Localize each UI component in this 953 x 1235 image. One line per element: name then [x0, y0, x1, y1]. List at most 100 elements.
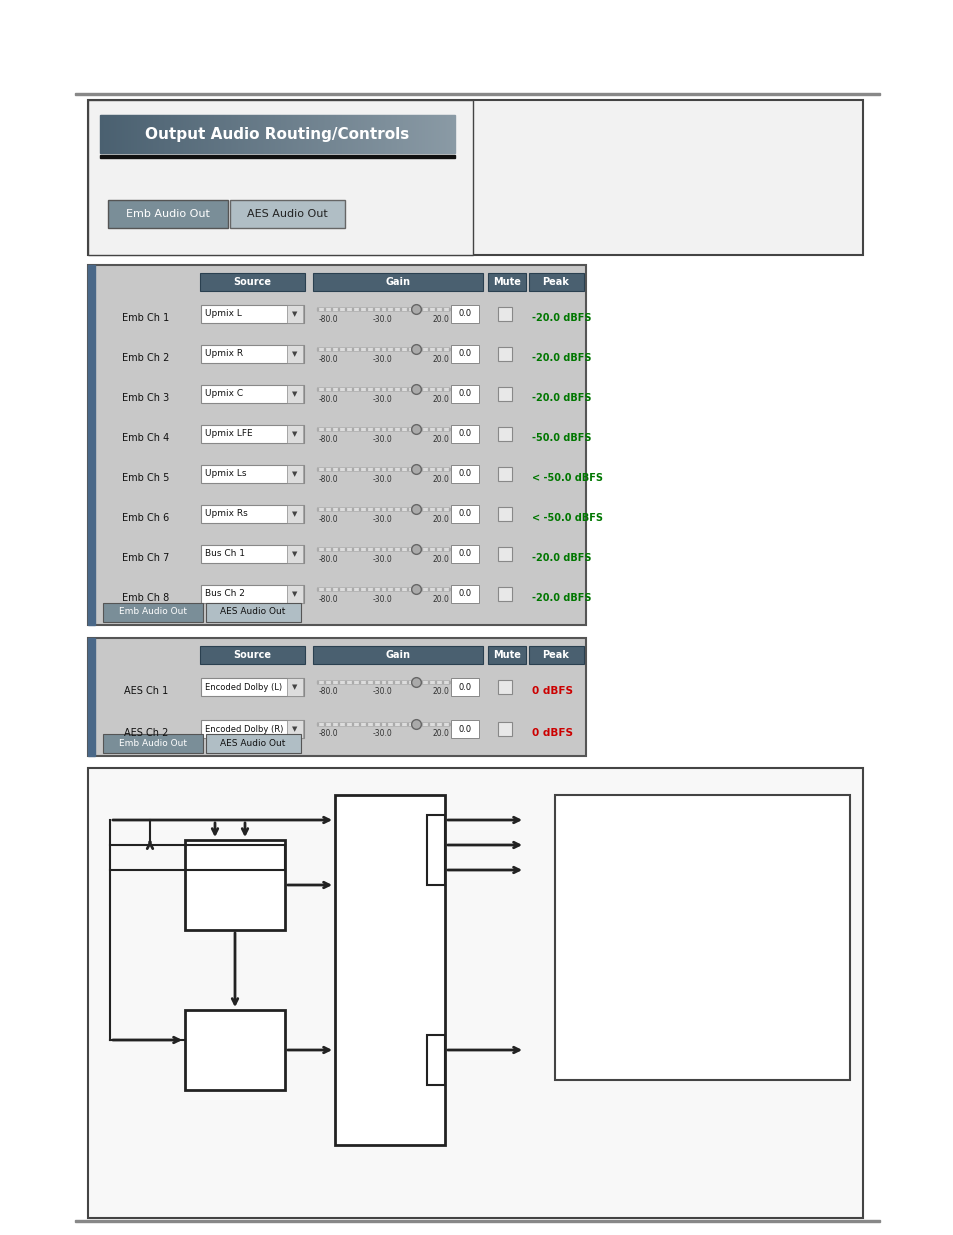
- Bar: [373, 722, 374, 725]
- Bar: [451, 345, 478, 363]
- Bar: [316, 548, 317, 550]
- Bar: [344, 468, 345, 471]
- Bar: [435, 508, 436, 510]
- Text: -20.0 dBFS: -20.0 dBFS: [532, 393, 591, 403]
- Bar: [389, 115, 390, 153]
- Bar: [213, 115, 214, 153]
- Bar: [423, 115, 424, 153]
- Bar: [316, 680, 317, 683]
- Bar: [358, 680, 359, 683]
- Bar: [414, 388, 415, 390]
- Text: 20.0: 20.0: [432, 594, 449, 604]
- Bar: [400, 548, 401, 550]
- Text: Peak: Peak: [542, 650, 569, 659]
- Bar: [171, 115, 172, 153]
- Bar: [254, 115, 255, 153]
- Text: Emb Audio Out: Emb Audio Out: [119, 608, 187, 616]
- Bar: [315, 115, 316, 153]
- Bar: [161, 115, 162, 153]
- Bar: [454, 115, 455, 153]
- Bar: [449, 429, 450, 430]
- Bar: [337, 308, 338, 310]
- Bar: [203, 115, 204, 153]
- Bar: [529, 646, 583, 664]
- Bar: [320, 115, 322, 153]
- Bar: [316, 547, 449, 551]
- Bar: [287, 385, 303, 403]
- Bar: [410, 115, 411, 153]
- Bar: [379, 588, 380, 590]
- Bar: [365, 680, 366, 683]
- Bar: [358, 548, 359, 550]
- Bar: [219, 115, 220, 153]
- Text: Encoded Dolby (R): Encoded Dolby (R): [205, 725, 283, 734]
- Bar: [335, 115, 336, 153]
- Bar: [428, 680, 429, 683]
- Bar: [242, 115, 243, 153]
- Bar: [255, 115, 256, 153]
- Text: 0.0: 0.0: [458, 589, 471, 599]
- Bar: [245, 115, 246, 153]
- Bar: [331, 588, 332, 590]
- Bar: [373, 588, 374, 590]
- Bar: [224, 115, 225, 153]
- Bar: [184, 115, 185, 153]
- Bar: [273, 115, 274, 153]
- Bar: [170, 115, 171, 153]
- Text: Encoded Dolby (L): Encoded Dolby (L): [205, 683, 282, 692]
- Bar: [287, 305, 303, 324]
- Bar: [497, 467, 512, 480]
- Bar: [278, 115, 280, 153]
- Bar: [104, 115, 105, 153]
- Bar: [123, 115, 124, 153]
- Bar: [333, 115, 334, 153]
- Bar: [260, 115, 261, 153]
- Bar: [369, 115, 370, 153]
- Text: -20.0 dBFS: -20.0 dBFS: [532, 353, 591, 363]
- Bar: [441, 680, 442, 683]
- Bar: [233, 115, 234, 153]
- Bar: [281, 115, 282, 153]
- Text: 20.0: 20.0: [432, 474, 449, 483]
- Text: ▼: ▼: [292, 511, 297, 517]
- Bar: [196, 115, 198, 153]
- Bar: [133, 115, 135, 153]
- Bar: [356, 115, 357, 153]
- Bar: [377, 115, 378, 153]
- Bar: [358, 468, 359, 471]
- Bar: [403, 115, 405, 153]
- Bar: [340, 115, 341, 153]
- Bar: [400, 115, 401, 153]
- Bar: [435, 115, 436, 153]
- Bar: [181, 115, 182, 153]
- Bar: [381, 115, 382, 153]
- Bar: [421, 388, 422, 390]
- Bar: [373, 680, 374, 683]
- Bar: [145, 115, 146, 153]
- Bar: [401, 115, 402, 153]
- Bar: [352, 588, 353, 590]
- Bar: [331, 680, 332, 683]
- Bar: [397, 115, 398, 153]
- Bar: [441, 588, 442, 590]
- Bar: [428, 722, 429, 725]
- Bar: [421, 722, 422, 725]
- Bar: [316, 508, 449, 511]
- Bar: [497, 680, 512, 694]
- Bar: [183, 115, 184, 153]
- Bar: [239, 115, 240, 153]
- Bar: [386, 680, 387, 683]
- Bar: [411, 115, 412, 153]
- Bar: [435, 588, 436, 590]
- Text: Output Audio Routing/Controls: Output Audio Routing/Controls: [145, 126, 409, 142]
- Bar: [358, 508, 359, 510]
- Bar: [240, 115, 241, 153]
- Bar: [373, 508, 374, 510]
- Bar: [441, 308, 442, 310]
- Text: AES Audio Out: AES Audio Out: [220, 739, 285, 747]
- Bar: [316, 347, 449, 351]
- Bar: [332, 115, 333, 153]
- Bar: [334, 115, 335, 153]
- Bar: [337, 388, 338, 390]
- Text: Upmix Ls: Upmix Ls: [205, 469, 246, 478]
